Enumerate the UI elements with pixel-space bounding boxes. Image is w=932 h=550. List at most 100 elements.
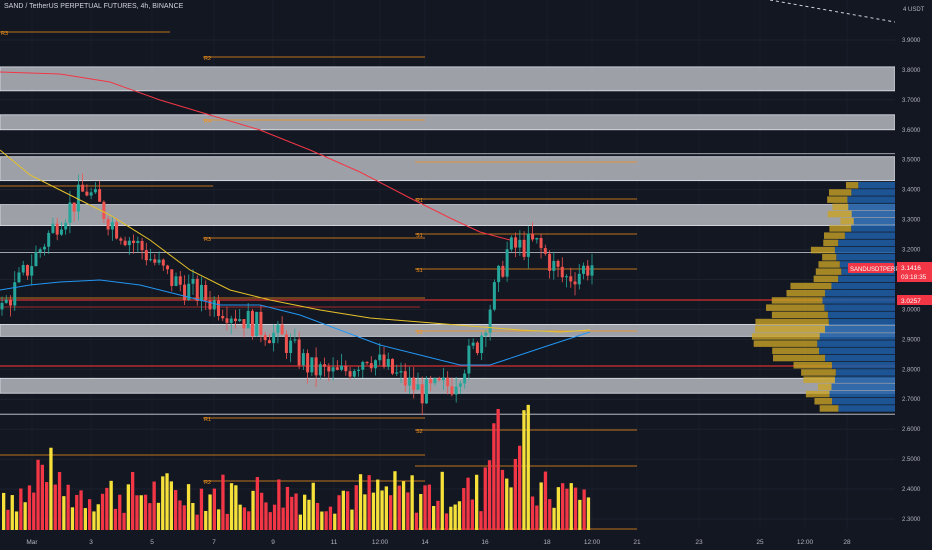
candle-body [314, 357, 318, 376]
candle-body [531, 233, 535, 240]
candle-body [174, 276, 178, 286]
candle-body [246, 310, 250, 329]
candle-body [348, 371, 352, 377]
candle-body [51, 223, 55, 233]
price-tick-label: 2.4000 [902, 487, 921, 493]
price-badges: SANDUSDTPERP 3.1416 03:18:35 3.0257 [848, 262, 932, 305]
candle-body [403, 371, 407, 386]
volume-bar [509, 487, 513, 530]
candles [0, 173, 594, 416]
time-tick-label: 28 [843, 539, 851, 546]
pivot-label: R3 [1, 31, 8, 37]
price-tick-label: 3.8000 [902, 68, 921, 74]
volume-bar [135, 495, 139, 530]
vp-bar-gold [810, 246, 835, 254]
candle-body [208, 300, 212, 310]
time-tick-label: Mar [26, 539, 38, 546]
candle-body [25, 265, 29, 276]
candle-body [535, 237, 539, 240]
candle-body [64, 222, 68, 230]
candle-body [412, 377, 416, 390]
vp-bar-blue [827, 311, 895, 319]
countdown-text: 03:18:35 [901, 274, 927, 281]
candle-body [420, 384, 424, 404]
price-zone [0, 204, 896, 226]
vp-bar-gold [751, 333, 820, 340]
vp-bar-gold [805, 390, 830, 398]
candle-body [13, 282, 17, 306]
volume-bar [45, 482, 49, 530]
candle-body [569, 276, 573, 282]
volume-bar [298, 514, 302, 530]
vp-bar-blue [831, 383, 895, 391]
candle-body [284, 334, 288, 353]
candle-body [548, 253, 552, 271]
volume-bar [208, 494, 212, 530]
price-zone [0, 156, 896, 182]
candle-body [378, 354, 382, 361]
line-price-badge [897, 295, 932, 305]
candle-body [327, 366, 331, 372]
volume-bar [27, 485, 32, 530]
volume-bar [186, 484, 191, 530]
price-tick-label: 3.5000 [902, 158, 921, 164]
candle-body [238, 319, 242, 322]
volume-bar [113, 508, 118, 530]
volume-bar [462, 488, 466, 530]
vp-bar-blue [825, 354, 895, 362]
candle-body [492, 282, 496, 310]
price-zone [0, 66, 896, 92]
vp-bar-gold [803, 376, 835, 383]
volume-bar [225, 513, 229, 530]
pivot-label: R3 [204, 237, 211, 243]
volume-bar [277, 479, 281, 530]
candle-body [374, 360, 378, 369]
time-tick-label: 5 [150, 539, 154, 546]
vp-bar-blue [832, 398, 895, 405]
candle-body [556, 260, 560, 267]
volume-bar [122, 512, 126, 530]
vp-bar-gold [801, 369, 836, 376]
candle-body [289, 340, 293, 353]
last-price-badge [897, 262, 932, 282]
candle-body [369, 363, 373, 369]
volume-bar [75, 494, 79, 530]
time-axis[interactable]: Mar 3 5 7 9 11 12:00 14 16 18 12:00 21 23 25 12:00 28 [26, 539, 851, 546]
vp-bar-blue [851, 189, 895, 196]
time-tick-label: 12:00 [797, 539, 814, 546]
candle-body [446, 377, 450, 387]
vp-bar-gold [827, 210, 852, 218]
vp-bar-blue [838, 275, 895, 283]
candle-body [255, 311, 259, 337]
vp-bar-gold [786, 290, 826, 297]
volume-bar [414, 512, 419, 530]
price-tick-label: 2.3000 [902, 517, 921, 523]
time-tick-label: 14 [421, 539, 429, 546]
candle-body [276, 324, 280, 333]
volume-bar [496, 408, 500, 530]
volume-bar [19, 488, 23, 530]
candle-body [166, 265, 170, 270]
volume-bar [23, 502, 27, 530]
candle-body [382, 354, 386, 367]
vp-bar-blue [851, 210, 895, 218]
volume-bar [492, 423, 496, 530]
vp-bar-blue [824, 304, 895, 311]
volume-bar [324, 511, 328, 530]
volume-bar [333, 513, 337, 530]
volume-bar [195, 514, 199, 530]
vp-bar-gold [772, 347, 820, 355]
volume-bar [199, 488, 204, 530]
candle-body [183, 284, 187, 300]
volume-bar [6, 509, 10, 530]
candle-body [407, 377, 411, 386]
pivot-label: S1 [416, 233, 423, 239]
volume-bar [57, 471, 62, 530]
candle-body [505, 249, 509, 277]
time-tick-label: 25 [756, 539, 764, 546]
vp-bar-gold [832, 203, 849, 211]
pivot-label: R4 [204, 119, 211, 125]
candle-body [149, 259, 153, 261]
vp-bar-gold [829, 225, 852, 232]
